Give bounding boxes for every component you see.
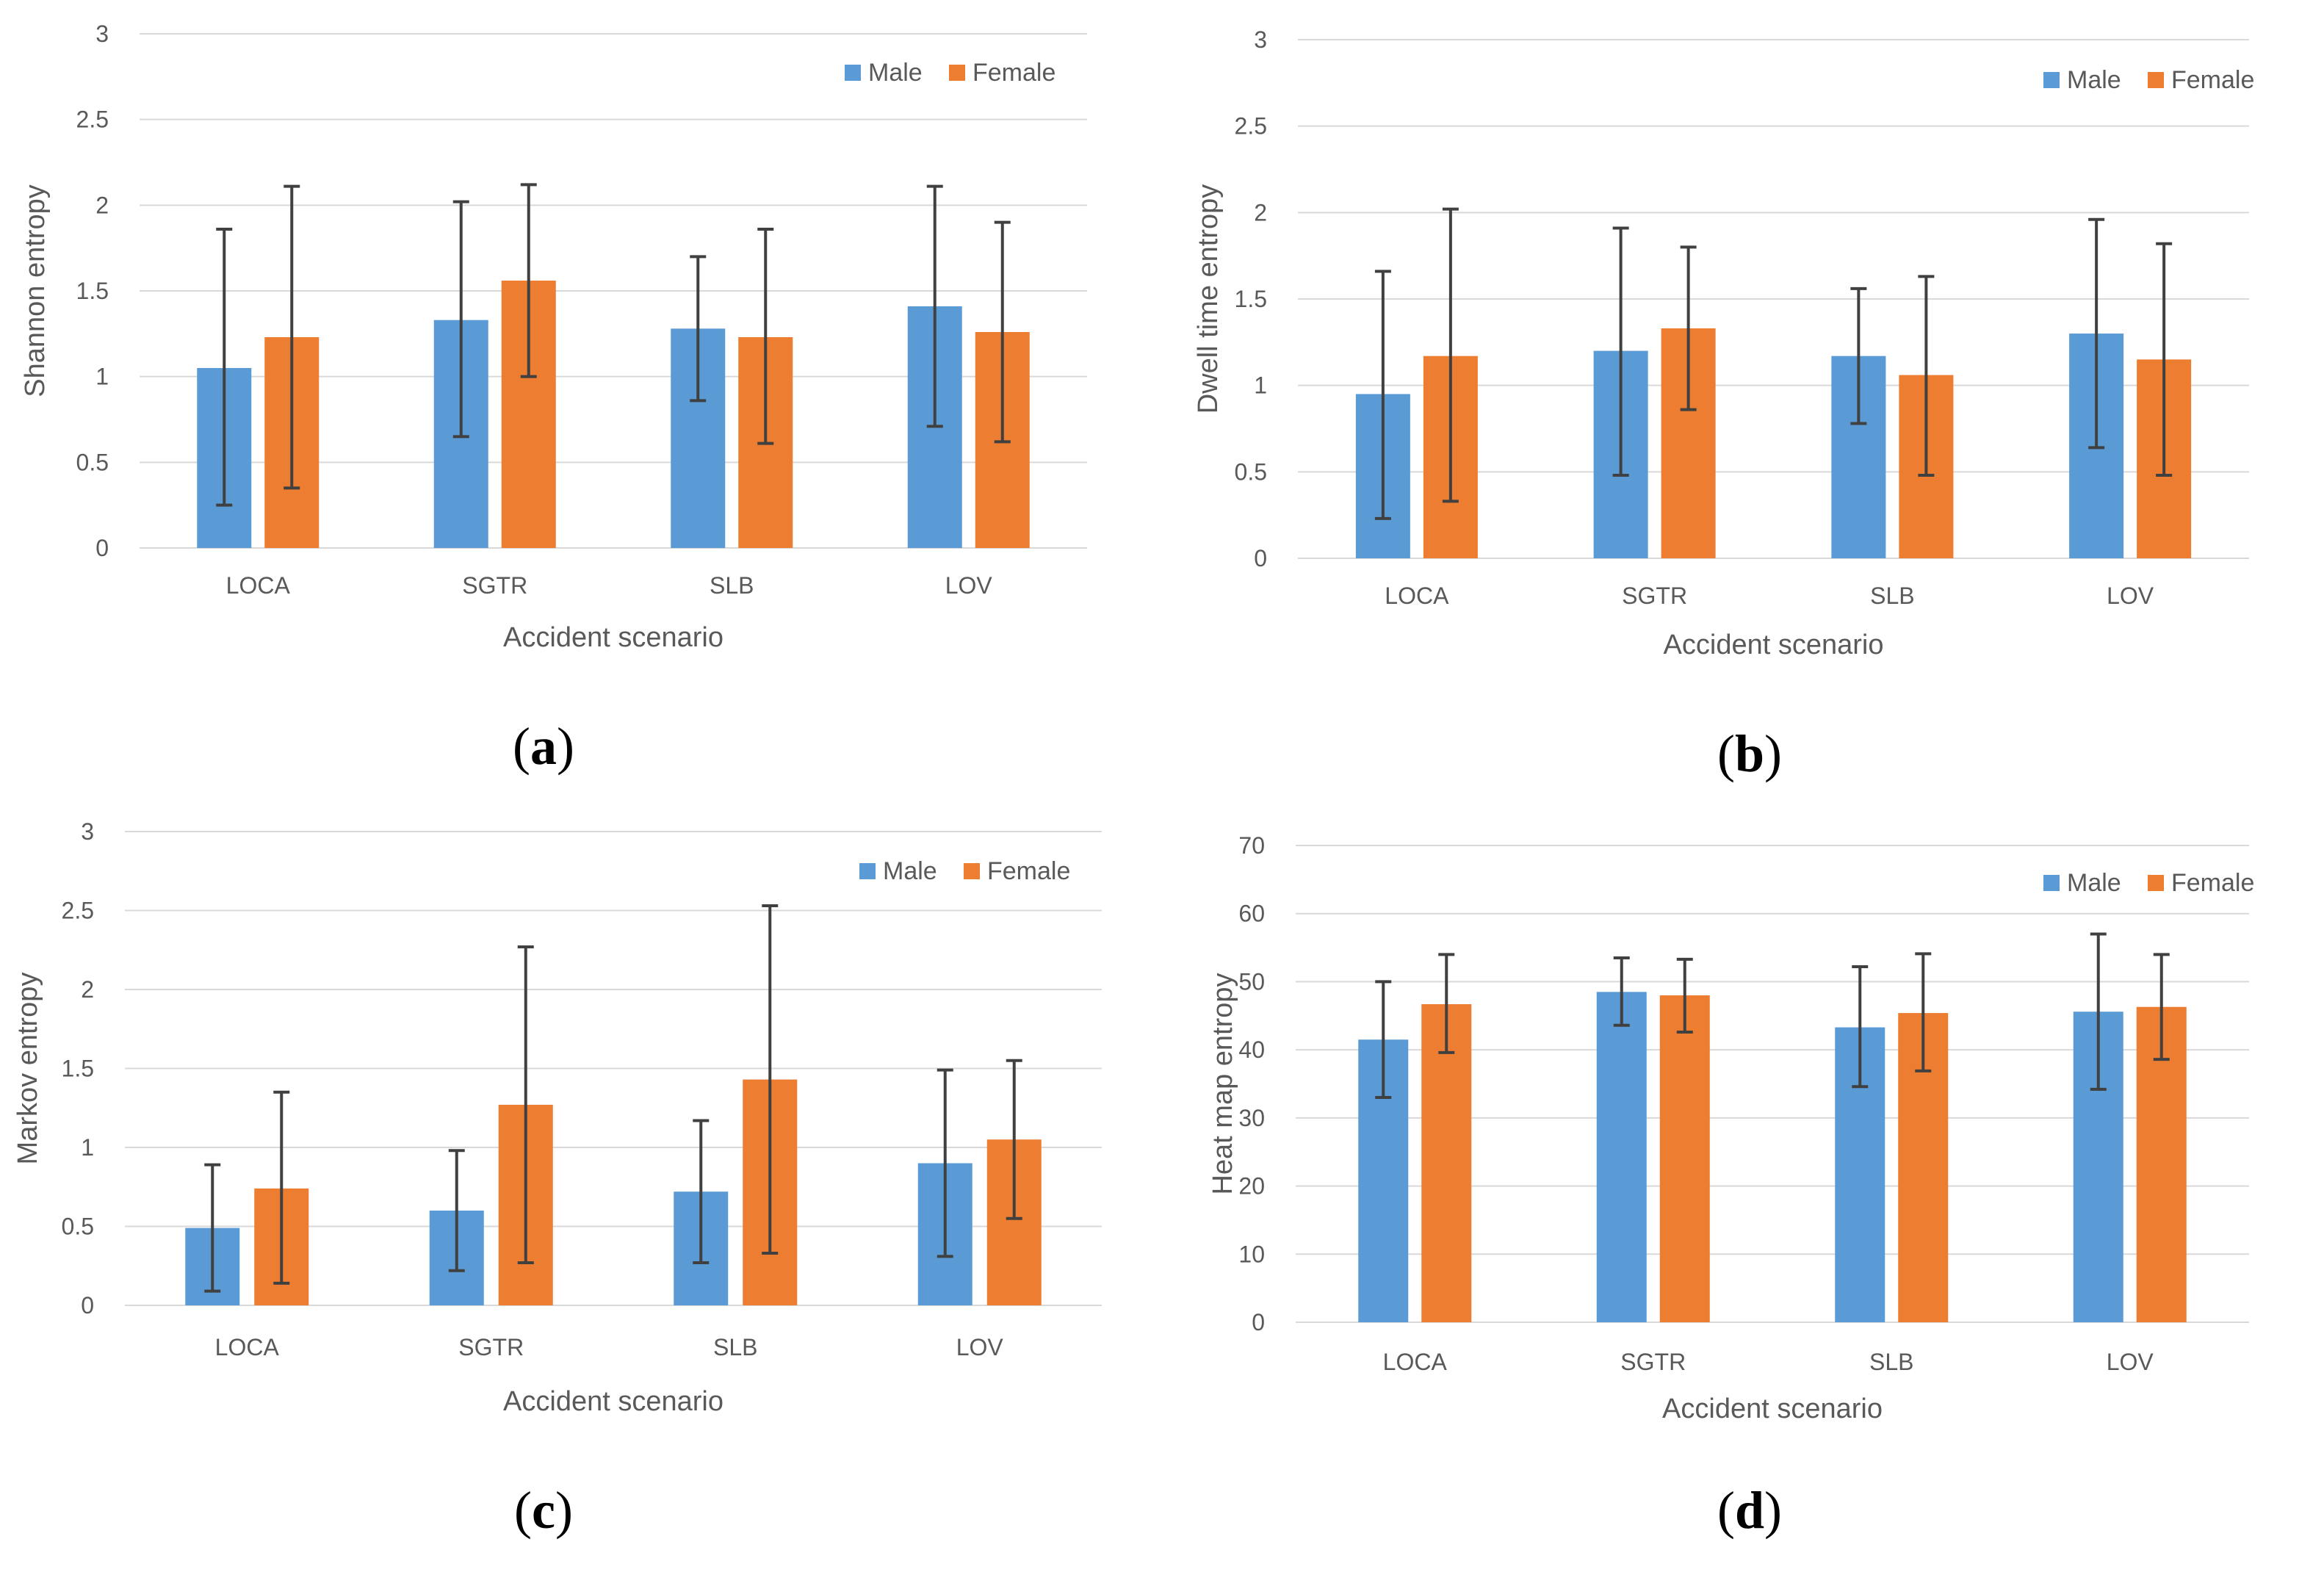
legend-swatch-female (2148, 875, 2164, 891)
y-axis-title: Heat map entropy (1208, 973, 1238, 1194)
legend-label-female: Female (2171, 869, 2254, 897)
y-tick-label: 0 (1252, 1309, 1265, 1335)
panel-label: (a) (513, 717, 574, 776)
y-tick-label: 10 (1238, 1241, 1265, 1267)
x-tick-label: LOV (2107, 583, 2154, 609)
panel-label-letter: a (530, 717, 557, 776)
bar-female-sgtr (1659, 995, 1710, 1322)
y-tick-label: 1 (81, 1134, 94, 1161)
y-tick-label: 1.5 (76, 278, 109, 304)
y-tick-label: 40 (1238, 1036, 1265, 1063)
y-tick-label: 2 (81, 976, 94, 1003)
panel-label: (c) (514, 1481, 573, 1540)
x-tick-label: LOV (2107, 1349, 2154, 1375)
legend-swatch-male (859, 863, 876, 879)
x-tick-label: LOCA (215, 1334, 280, 1360)
bar-female-loca (1421, 1004, 1472, 1322)
y-tick-label: 0 (95, 535, 109, 561)
panel-label-letter: c (532, 1481, 555, 1540)
chart-svg: 0 0.5 1 1.5 2 2.5 3 LOCA SGTR SLB LOV Accident scen… (20, 21, 1087, 776)
chart-panel-c: 0 0.5 1 1.5 2 2.5 3 LOCA SGTR SLB LOV Accident scen… (0, 786, 1162, 1572)
y-axis-title: Markov entropy (12, 973, 43, 1165)
legend-swatch-female (949, 65, 965, 81)
y-tick-label: 20 (1238, 1173, 1265, 1200)
legend-swatch-male (2043, 875, 2060, 891)
x-tick-label: SGTR (458, 1334, 524, 1360)
y-tick-label: 2.5 (76, 107, 109, 133)
chart-panel-a: 0 0.5 1 1.5 2 2.5 3 LOCA SGTR SLB LOV Accident scen… (0, 0, 1162, 786)
panel-label: (b) (1717, 724, 1782, 783)
panel-label-letter: b (1735, 724, 1764, 783)
y-tick-label: 0 (81, 1292, 94, 1319)
y-tick-label: 1 (95, 364, 109, 390)
y-tick-label: 0 (1254, 545, 1267, 572)
legend-label-female: Female (2171, 66, 2254, 94)
legend-swatch-male (2043, 72, 2060, 88)
x-tick-label: SGTR (1622, 583, 1687, 609)
y-tick-label: 2.5 (1235, 113, 1267, 140)
y-tick-label: 0.5 (76, 449, 109, 475)
y-tick-label: 2 (1254, 199, 1267, 226)
y-tick-label: 0.5 (62, 1214, 94, 1240)
y-tick-label: 0.5 (1235, 458, 1267, 485)
x-axis-title: Accident scenario (1662, 1393, 1883, 1424)
y-axis-title: Dwell time entropy (1193, 184, 1224, 414)
y-tick-label: 3 (81, 818, 94, 845)
y-tick-label: 2.5 (62, 898, 94, 924)
y-tick-label: 3 (1254, 26, 1267, 53)
x-tick-label: LOV (956, 1334, 1004, 1360)
x-tick-label: LOCA (1383, 1349, 1448, 1375)
x-tick-label: LOCA (1385, 583, 1449, 609)
panel-label: (d) (1717, 1481, 1782, 1540)
bar-male-sgtr (1596, 992, 1647, 1322)
legend-label-male: Male (883, 857, 937, 885)
x-axis-title: Accident scenario (503, 622, 723, 653)
x-tick-label: SLB (1869, 1349, 1913, 1375)
y-axis-title: Shannon entropy (20, 184, 51, 397)
y-tick-label: 1.5 (1235, 286, 1267, 312)
legend-label-female: Female (987, 857, 1070, 885)
x-axis-title: Accident scenario (1664, 630, 1884, 660)
x-tick-label: SGTR (1620, 1349, 1686, 1375)
y-tick-label: 70 (1238, 832, 1265, 859)
y-tick-label: 60 (1238, 901, 1265, 927)
x-tick-label: SGTR (462, 572, 527, 599)
x-axis-title: Accident scenario (503, 1386, 723, 1417)
legend-swatch-female (2148, 72, 2164, 88)
x-tick-label: LOV (945, 572, 993, 599)
legend-swatch-female (964, 863, 980, 879)
panel-label-letter: d (1735, 1481, 1764, 1540)
chart-panel-b: 0 0.5 1 1.5 2 2.5 3 LOCA SGTR SLB LOV Accident scen… (1162, 0, 2324, 786)
x-tick-label: SLB (1870, 583, 1914, 609)
x-tick-label: SLB (710, 572, 754, 599)
y-tick-label: 50 (1238, 968, 1265, 995)
chart-svg: 0 0.5 1 1.5 2 2.5 3 LOCA SGTR SLB LOV Accident scen… (1193, 26, 2254, 783)
chart-panel-d: 0 10 20 30 40 50 60 70 LOCA SGTR SLB LOV Accident sc… (1162, 786, 2324, 1572)
y-tick-label: 1.5 (62, 1056, 94, 1082)
y-tick-label: 2 (95, 192, 109, 218)
y-tick-label: 3 (95, 21, 109, 47)
x-tick-label: LOCA (226, 572, 291, 599)
x-tick-label: SLB (713, 1334, 757, 1360)
y-tick-label: 1 (1254, 372, 1267, 399)
y-tick-label: 30 (1238, 1105, 1265, 1131)
legend-swatch-male (845, 65, 861, 81)
legend-label-male: Male (868, 59, 923, 87)
chart-svg: 0 10 20 30 40 50 60 70 LOCA SGTR SLB LOV Accident sc… (1208, 832, 2254, 1540)
legend-label-female: Female (972, 59, 1055, 87)
chart-svg: 0 0.5 1 1.5 2 2.5 3 LOCA SGTR SLB LOV Accident scen… (12, 818, 1102, 1540)
legend-label-male: Male (2067, 66, 2121, 94)
legend-label-male: Male (2067, 869, 2121, 897)
